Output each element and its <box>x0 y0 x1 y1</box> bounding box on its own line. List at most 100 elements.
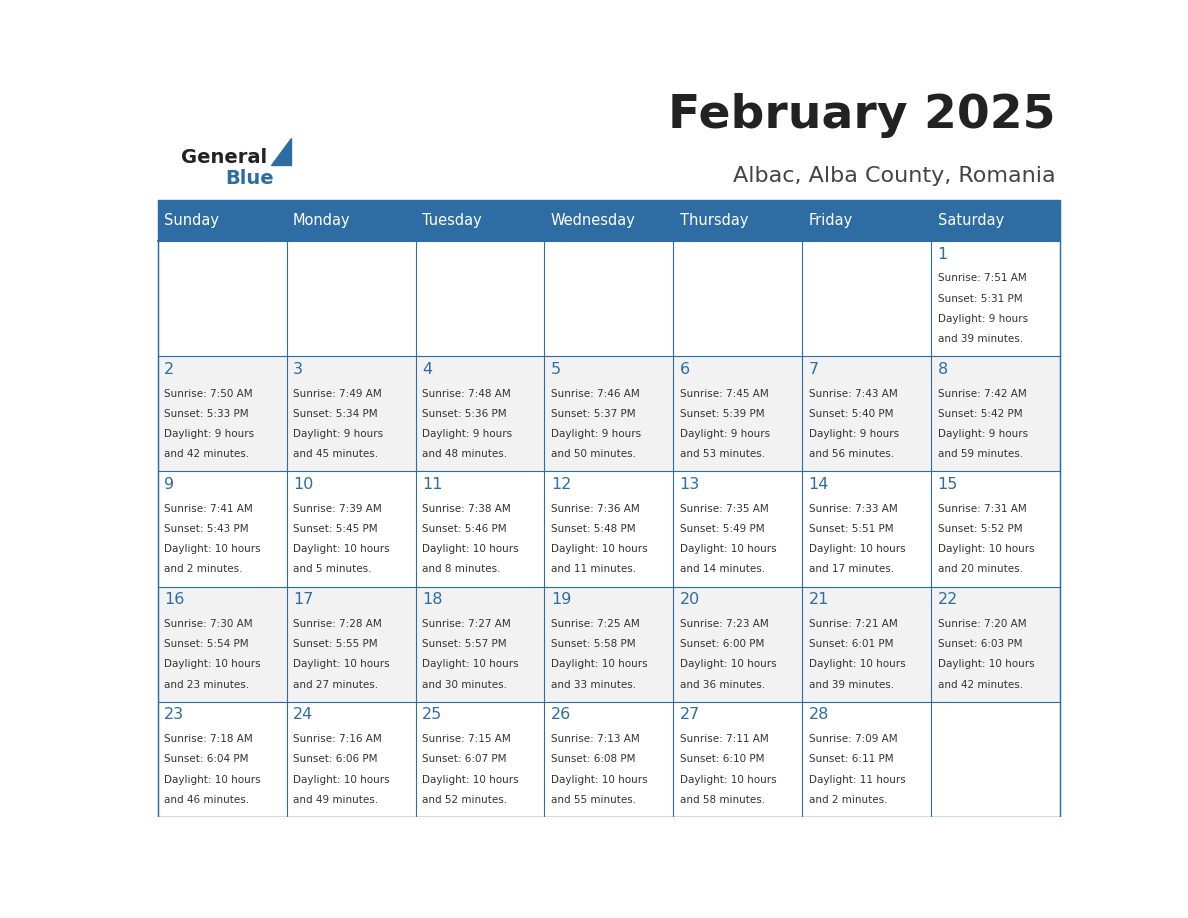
Text: Daylight: 9 hours: Daylight: 9 hours <box>937 429 1028 439</box>
Text: Sunset: 5:46 PM: Sunset: 5:46 PM <box>422 524 506 534</box>
Text: 17: 17 <box>293 592 314 607</box>
Bar <box>802 587 931 701</box>
Text: Sunrise: 7:28 AM: Sunrise: 7:28 AM <box>293 619 381 629</box>
Text: and 45 minutes.: and 45 minutes. <box>293 449 378 459</box>
Text: Sunrise: 7:39 AM: Sunrise: 7:39 AM <box>293 504 381 514</box>
Text: Sunrise: 7:36 AM: Sunrise: 7:36 AM <box>551 504 639 514</box>
Text: 28: 28 <box>809 708 829 722</box>
Text: Blue: Blue <box>225 169 273 188</box>
Text: Monday: Monday <box>293 213 350 228</box>
Bar <box>416 356 544 471</box>
Text: Sunset: 6:11 PM: Sunset: 6:11 PM <box>809 755 893 765</box>
Text: 1: 1 <box>937 247 948 262</box>
Bar <box>931 471 1060 587</box>
Text: and 46 minutes.: and 46 minutes. <box>164 795 249 805</box>
Text: Sunset: 5:39 PM: Sunset: 5:39 PM <box>680 409 764 419</box>
Text: Sunset: 5:57 PM: Sunset: 5:57 PM <box>422 639 506 649</box>
Text: Sunrise: 7:48 AM: Sunrise: 7:48 AM <box>422 388 511 398</box>
Text: Daylight: 10 hours: Daylight: 10 hours <box>551 775 647 785</box>
Bar <box>544 356 674 471</box>
Text: Sunday: Sunday <box>164 213 219 228</box>
Text: Sunset: 5:37 PM: Sunset: 5:37 PM <box>551 409 636 419</box>
Text: and 50 minutes.: and 50 minutes. <box>551 449 636 459</box>
Text: 25: 25 <box>422 708 442 722</box>
Bar <box>286 701 416 817</box>
Text: Sunrise: 7:09 AM: Sunrise: 7:09 AM <box>809 734 897 744</box>
Text: Sunset: 5:31 PM: Sunset: 5:31 PM <box>937 294 1022 304</box>
Text: and 59 minutes.: and 59 minutes. <box>937 449 1023 459</box>
Text: Wednesday: Wednesday <box>551 213 636 228</box>
Bar <box>416 200 544 241</box>
Text: 16: 16 <box>164 592 184 607</box>
Text: Sunset: 5:51 PM: Sunset: 5:51 PM <box>809 524 893 534</box>
Bar <box>674 356 802 471</box>
Bar <box>544 471 674 587</box>
Text: 24: 24 <box>293 708 314 722</box>
Bar <box>931 701 1060 817</box>
Text: 27: 27 <box>680 708 700 722</box>
Bar <box>931 356 1060 471</box>
Bar <box>674 701 802 817</box>
Text: 6: 6 <box>680 362 690 376</box>
Text: Sunset: 5:48 PM: Sunset: 5:48 PM <box>551 524 636 534</box>
Bar <box>802 241 931 356</box>
Text: Sunrise: 7:11 AM: Sunrise: 7:11 AM <box>680 734 769 744</box>
Text: 15: 15 <box>937 477 958 492</box>
Text: and 53 minutes.: and 53 minutes. <box>680 449 765 459</box>
Text: Sunrise: 7:16 AM: Sunrise: 7:16 AM <box>293 734 381 744</box>
Text: 8: 8 <box>937 362 948 376</box>
Bar <box>674 241 802 356</box>
Text: Daylight: 9 hours: Daylight: 9 hours <box>680 429 770 439</box>
Text: Sunset: 5:55 PM: Sunset: 5:55 PM <box>293 639 378 649</box>
Text: Sunrise: 7:27 AM: Sunrise: 7:27 AM <box>422 619 511 629</box>
Bar <box>286 587 416 701</box>
Text: Daylight: 10 hours: Daylight: 10 hours <box>680 659 777 669</box>
Text: Saturday: Saturday <box>937 213 1004 228</box>
Text: and 55 minutes.: and 55 minutes. <box>551 795 636 805</box>
Text: Sunrise: 7:30 AM: Sunrise: 7:30 AM <box>164 619 253 629</box>
Text: Daylight: 10 hours: Daylight: 10 hours <box>422 544 519 554</box>
Bar <box>286 471 416 587</box>
Text: Sunset: 6:08 PM: Sunset: 6:08 PM <box>551 755 636 765</box>
Bar <box>674 587 802 701</box>
Text: 11: 11 <box>422 477 442 492</box>
Text: Daylight: 9 hours: Daylight: 9 hours <box>937 314 1028 324</box>
Text: 20: 20 <box>680 592 700 607</box>
Text: Sunrise: 7:20 AM: Sunrise: 7:20 AM <box>937 619 1026 629</box>
Text: Sunset: 5:33 PM: Sunset: 5:33 PM <box>164 409 248 419</box>
Bar <box>802 356 931 471</box>
Bar <box>286 241 416 356</box>
Bar <box>416 587 544 701</box>
Text: and 48 minutes.: and 48 minutes. <box>422 449 507 459</box>
Text: and 2 minutes.: and 2 minutes. <box>164 565 242 575</box>
Bar <box>674 471 802 587</box>
Text: Sunset: 6:04 PM: Sunset: 6:04 PM <box>164 755 248 765</box>
Text: Sunset: 5:52 PM: Sunset: 5:52 PM <box>937 524 1022 534</box>
Text: Thursday: Thursday <box>680 213 748 228</box>
Text: Daylight: 10 hours: Daylight: 10 hours <box>937 659 1035 669</box>
Text: Sunrise: 7:31 AM: Sunrise: 7:31 AM <box>937 504 1026 514</box>
Bar <box>802 200 931 241</box>
Text: Sunset: 5:40 PM: Sunset: 5:40 PM <box>809 409 893 419</box>
Text: 12: 12 <box>551 477 571 492</box>
Text: and 33 minutes.: and 33 minutes. <box>551 679 636 689</box>
Text: Daylight: 10 hours: Daylight: 10 hours <box>809 544 905 554</box>
Text: Sunrise: 7:35 AM: Sunrise: 7:35 AM <box>680 504 769 514</box>
Bar <box>802 701 931 817</box>
Text: Sunset: 6:01 PM: Sunset: 6:01 PM <box>809 639 893 649</box>
Text: Sunset: 5:34 PM: Sunset: 5:34 PM <box>293 409 378 419</box>
Bar <box>544 701 674 817</box>
Text: and 17 minutes.: and 17 minutes. <box>809 565 893 575</box>
Text: Daylight: 10 hours: Daylight: 10 hours <box>551 544 647 554</box>
Text: and 5 minutes.: and 5 minutes. <box>293 565 372 575</box>
Text: Sunrise: 7:42 AM: Sunrise: 7:42 AM <box>937 388 1026 398</box>
Text: Sunrise: 7:33 AM: Sunrise: 7:33 AM <box>809 504 897 514</box>
Text: and 42 minutes.: and 42 minutes. <box>164 449 249 459</box>
Bar <box>158 200 286 241</box>
Text: Sunrise: 7:46 AM: Sunrise: 7:46 AM <box>551 388 639 398</box>
Text: 14: 14 <box>809 477 829 492</box>
Bar <box>544 241 674 356</box>
Text: 9: 9 <box>164 477 175 492</box>
Text: and 42 minutes.: and 42 minutes. <box>937 679 1023 689</box>
Text: 18: 18 <box>422 592 442 607</box>
